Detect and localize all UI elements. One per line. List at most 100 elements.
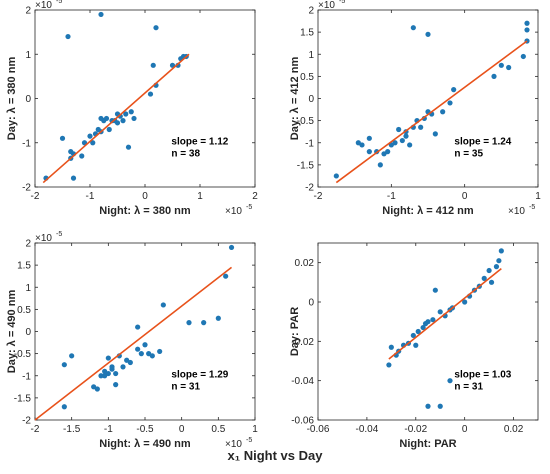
data-point — [359, 142, 365, 148]
data-point — [396, 126, 402, 133]
y-tick-label: -1.5 — [297, 160, 315, 171]
data-point — [59, 135, 66, 141]
data-point — [498, 62, 504, 68]
x-tick-label: 0 — [462, 424, 468, 435]
chart-2: -2 -1 0 1 -2 -1.5 -1 -0.5 0 0.5 1 1.5 2 slope = 1.24n… — [289, 0, 541, 217]
data-point — [135, 346, 141, 352]
y-axis-label: Day: λ = 380 nm — [6, 57, 18, 141]
y-axis-label: Day: PAR — [289, 307, 301, 356]
data-point — [524, 27, 530, 33]
x-tick-label: -2 — [31, 191, 40, 202]
data-point — [399, 137, 405, 144]
y-tick-label: -1 — [22, 371, 31, 382]
data-point — [127, 359, 133, 366]
data-point — [377, 162, 383, 168]
x-axis-label: Night: PAR — [399, 438, 456, 450]
data-point — [488, 279, 495, 285]
data-point — [94, 386, 100, 392]
data-point — [113, 370, 119, 377]
y-axis-label: Day: λ = 412 nm — [289, 57, 301, 141]
y-tick-label: 1 — [25, 283, 31, 294]
data-point — [138, 351, 144, 357]
data-point — [524, 20, 530, 26]
data-point — [142, 342, 148, 348]
data-point — [425, 319, 431, 325]
data-point — [437, 309, 443, 315]
chart-4: -0.06 -0.04 -0.02 0 0.02 -0.06 -0.04 -0.02 0 0.02… — [289, 242, 539, 450]
data-point — [103, 115, 110, 122]
y-tick-label: 2 — [25, 6, 31, 17]
fit-line — [335, 40, 528, 184]
x-scale-exponent: -5 — [246, 437, 252, 444]
y-tick-label: -0.04 — [291, 376, 314, 387]
x-tick-label: -0.5 — [136, 424, 154, 435]
data-point — [125, 144, 132, 150]
data-point — [403, 133, 409, 139]
x-tick-label: 0.02 — [504, 424, 524, 435]
data-point — [135, 324, 141, 330]
y-scale-factor: ×10 — [35, 0, 52, 11]
x-scale-factor: ×10 — [225, 206, 242, 217]
data-point — [113, 382, 119, 388]
data-point — [486, 267, 492, 274]
y-scale-exponent: -5 — [56, 0, 62, 5]
y-tick-label: 0.02 — [295, 258, 315, 269]
data-point — [366, 135, 372, 141]
data-point — [228, 244, 235, 251]
data-point — [425, 31, 431, 37]
data-point — [418, 124, 424, 130]
y-tick-label: 0 — [25, 94, 31, 105]
figure-title: x₁ Night vs Day — [227, 448, 323, 463]
x-axis-label: Night: λ = 380 nm — [99, 205, 191, 217]
n-label: n = 31 — [171, 382, 200, 393]
y-tick-label: -1.5 — [14, 393, 32, 404]
x-tick-label: -1 — [104, 424, 113, 435]
y-tick-label: -0.06 — [291, 416, 314, 427]
fit-line — [42, 53, 190, 184]
x-axis-label: Night: λ = 412 nm — [382, 205, 474, 217]
data-point — [61, 404, 67, 410]
data-point — [128, 109, 134, 115]
x-tick-label: 1 — [252, 424, 258, 435]
y-tick-label: 0 — [25, 327, 31, 338]
data-point — [481, 275, 487, 281]
data-point — [98, 373, 104, 379]
data-point — [70, 175, 77, 181]
plot-frame — [34, 242, 256, 421]
x-tick-label: 1 — [535, 191, 541, 202]
data-point — [69, 353, 75, 359]
data-point — [437, 403, 443, 409]
data-point — [105, 355, 111, 361]
data-point — [79, 153, 85, 159]
data-point — [98, 11, 104, 18]
y-tick-label: 1 — [25, 50, 31, 61]
n-label: n = 35 — [454, 149, 483, 160]
y-scale-exponent: -5 — [56, 231, 62, 238]
data-point — [147, 91, 154, 97]
data-point — [186, 320, 192, 326]
data-point — [491, 73, 497, 79]
chart-1: -2 -1 0 1 2 -2 -1 0 1 2 slope = 1.12n = 38 Night: λ… — [6, 0, 258, 217]
data-point — [388, 344, 394, 350]
x-tick-label: -2 — [314, 191, 323, 202]
x-tick-label: 1 — [197, 191, 203, 202]
y-tick-label: -0.5 — [297, 116, 315, 127]
data-point — [385, 149, 391, 155]
y-scale-factor: ×10 — [318, 0, 335, 11]
data-point — [98, 115, 104, 122]
data-point — [175, 62, 181, 68]
data-point — [157, 348, 163, 355]
data-point — [123, 111, 129, 117]
data-point — [520, 53, 526, 60]
data-point — [106, 126, 112, 133]
x-tick-label: 2 — [252, 191, 258, 202]
data-point — [102, 373, 108, 379]
data-point — [432, 287, 438, 293]
x-scale-factor: ×10 — [225, 439, 242, 450]
data-point — [153, 25, 159, 31]
slope-label: slope = 1.12 — [171, 137, 228, 148]
x-tick-label: -0.06 — [307, 424, 330, 435]
data-point — [430, 317, 436, 323]
